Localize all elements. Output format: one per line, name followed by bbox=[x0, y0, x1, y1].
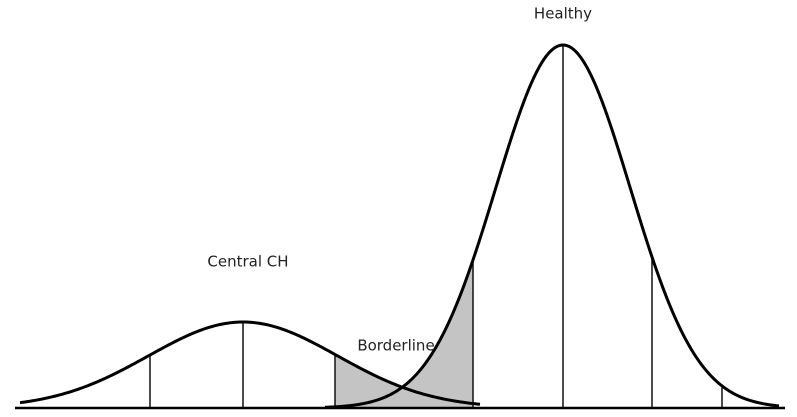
healthy-curve bbox=[324, 43, 780, 409]
reference-lines bbox=[149, 45, 723, 408]
borderline-label: Borderline bbox=[357, 337, 434, 355]
borderline-region bbox=[335, 259, 473, 408]
healthy-label: Healthy bbox=[534, 5, 592, 23]
central-ch-label: Central CH bbox=[207, 253, 288, 271]
